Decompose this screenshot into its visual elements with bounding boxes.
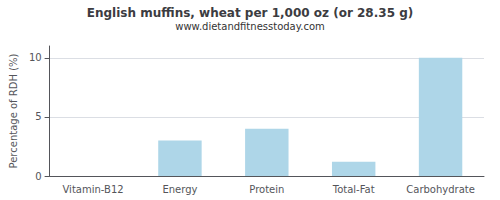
svg-text:Vitamin-B12: Vitamin-B12 (62, 184, 123, 195)
svg-text:www.dietandfitnesstoday.com: www.dietandfitnesstoday.com (175, 21, 324, 32)
svg-text:Energy: Energy (162, 184, 197, 195)
svg-text:Percentage of RDH (%): Percentage of RDH (%) (8, 53, 19, 168)
svg-text:Protein: Protein (249, 184, 284, 195)
svg-text:English muffins, wheat per 1,0: English muffins, wheat per 1,000 oz (or … (87, 6, 413, 20)
svg-text:10: 10 (29, 52, 42, 63)
svg-text:0: 0 (35, 171, 41, 182)
svg-text:Carbohydrate: Carbohydrate (406, 184, 475, 195)
svg-text:Total-Fat: Total-Fat (332, 184, 375, 195)
svg-text:5: 5 (35, 111, 41, 122)
